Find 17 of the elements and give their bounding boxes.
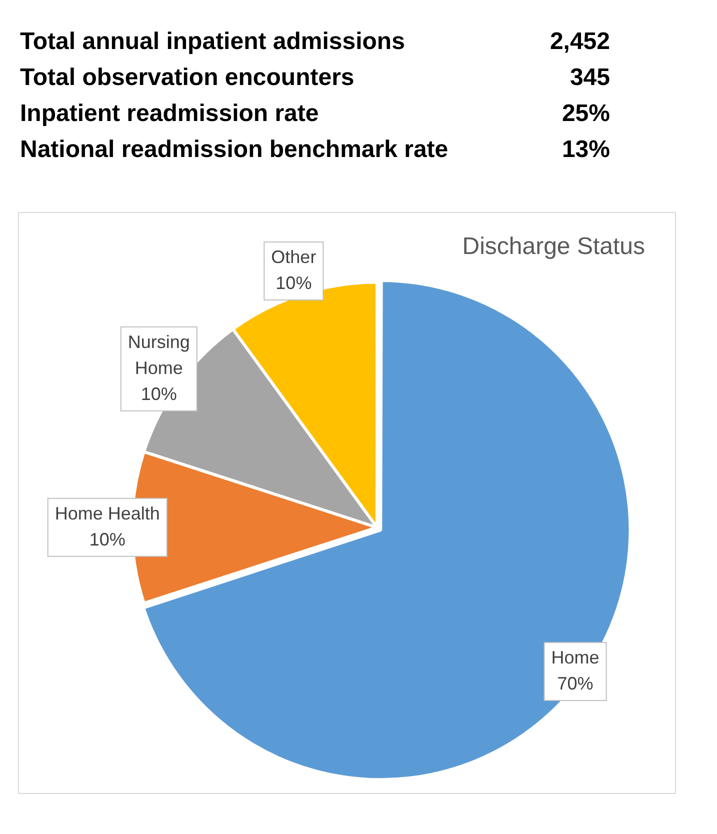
text: 345 bbox=[568, 64, 610, 92]
slice-label: Other bbox=[271, 246, 316, 267]
text: Total annual inpatient admissions bbox=[20, 28, 406, 56]
slice-label: Nursing Home bbox=[128, 332, 190, 378]
text: Inpatient readmission rate bbox=[20, 100, 320, 128]
data-label: 70% bbox=[557, 673, 594, 694]
text: Total observation encounters bbox=[20, 64, 356, 92]
text: 13% bbox=[560, 136, 610, 164]
text: 2,452 bbox=[548, 28, 610, 56]
text: 25% bbox=[560, 100, 610, 128]
data-label: 10% bbox=[276, 272, 312, 293]
data-label: 10% bbox=[89, 529, 126, 550]
text: National readmission benchmark rate bbox=[20, 136, 450, 164]
slice-label: Home Health bbox=[54, 503, 160, 524]
slice-label: Home bbox=[551, 647, 600, 668]
data-label: 10% bbox=[140, 384, 177, 404]
chart-title: Discharge Status bbox=[462, 233, 645, 260]
